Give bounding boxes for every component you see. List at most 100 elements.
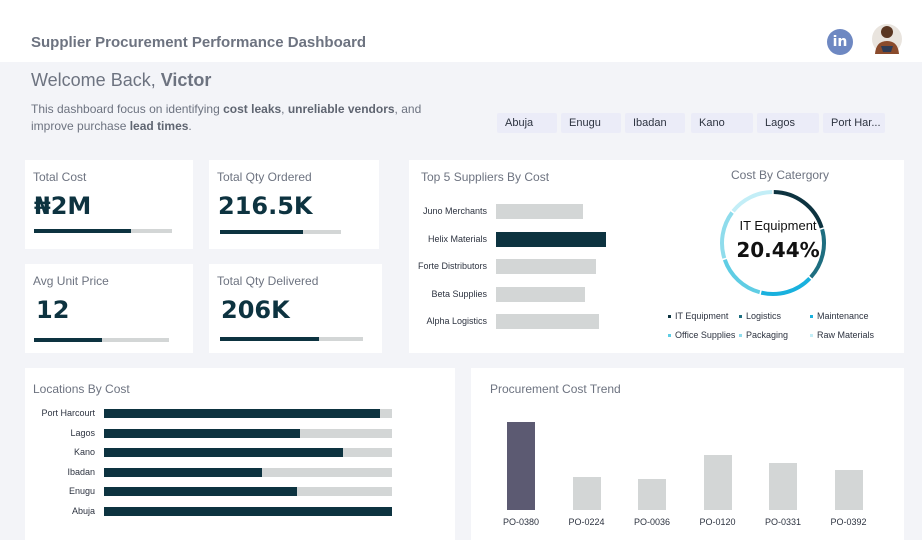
location-label-ibadan: Ibadan <box>67 466 95 477</box>
slicer-ibadan[interactable]: Ibadan <box>625 113 685 133</box>
welcome-message: Welcome Back, Victor <box>31 70 211 91</box>
legend-label: Maintenance <box>817 311 869 321</box>
intro-part: . <box>188 119 192 133</box>
trend-panel <box>471 368 904 540</box>
kpi-label: Total Qty Delivered <box>217 274 319 288</box>
trend-bar-po-0224 <box>572 477 601 510</box>
kpi-value: 216.5K <box>218 192 313 220</box>
legend-swatch <box>668 334 671 338</box>
trend-label-po-0380: PO-0380 <box>502 517 540 527</box>
legend-label: Office Supplies <box>675 330 736 340</box>
legend-label: IT Equipment <box>675 311 729 321</box>
slicer-port-harcourt[interactable]: Port Har... <box>823 113 885 133</box>
location-label-kano: Kano <box>73 447 95 457</box>
legend-item-it-equipment: IT Equipment <box>668 311 728 321</box>
dashboard-title: Supplier Procurement Performance Dashboa… <box>31 34 367 51</box>
kpi-value: 12 <box>36 296 70 324</box>
location-label-enugu: Enugu <box>68 486 95 496</box>
intro-part: This dashboard focus on identifying <box>31 102 224 116</box>
supplier-label-juno-merchants: Juno Merchants <box>422 206 487 216</box>
trend-chart-title: Procurement Cost Trend <box>490 382 621 396</box>
trend-bar-po-0120 <box>703 455 732 510</box>
trend-bar-po-0331 <box>769 463 797 510</box>
intro-bold: lead times <box>129 119 189 133</box>
linkedin-icon[interactable]: in <box>827 29 853 55</box>
supplier-bar-beta-supplies <box>496 286 586 302</box>
location-bar-enugu <box>104 487 297 496</box>
intro-text: This dashboard focus on identifying cost… <box>31 101 451 135</box>
donut-slice-maintenance <box>760 276 812 296</box>
slicer-kano[interactable]: Kano <box>691 113 753 133</box>
kpi-value: ₦2M <box>34 192 92 220</box>
suppliers-chart-title: Top 5 Suppliers By Cost <box>421 170 550 184</box>
trend-label-po-0120: PO-0120 <box>699 517 736 527</box>
legend-item-maintenance: Maintenance <box>810 311 869 321</box>
legend-label: Packaging <box>746 330 789 340</box>
slicer-lagos[interactable]: Lagos <box>757 113 819 133</box>
supplier-bar-juno-merchants <box>496 204 583 219</box>
location-bar-port-harcourt <box>104 409 381 418</box>
kpi-value: 206K <box>221 296 290 324</box>
donut-slice-it-equipment <box>773 190 824 229</box>
kpi-progress-fill <box>34 338 102 342</box>
kpi-label: Avg Unit Price <box>33 274 109 288</box>
location-bar-kano <box>104 448 344 457</box>
legend-swatch <box>810 334 813 338</box>
intro-part: , and improve purchase <box>31 102 422 133</box>
user-name: Victor <box>160 70 212 90</box>
donut-slice-logistics <box>809 228 826 279</box>
donut-center-value: 20.44% <box>736 238 820 262</box>
trend-label-po-0224: PO-0224 <box>568 517 605 527</box>
supplier-bar-alpha-logistics <box>496 314 600 329</box>
trend-label-po-0392: PO-0392 <box>830 517 867 527</box>
legend-item-packaging: Packaging <box>739 330 788 340</box>
kpi-progress-track <box>220 337 363 341</box>
intro-bold: unreliable vendors <box>287 102 395 116</box>
donut-slice-raw-materials <box>731 190 773 213</box>
supplier-label-forte-distributors: Forte Distributors <box>417 261 487 271</box>
kpi-label: Total Cost <box>33 170 87 184</box>
legend-swatch <box>739 315 742 319</box>
donut-slice-packaging <box>720 211 734 259</box>
supplier-label-helix-materials: Helix Materials <box>427 233 487 244</box>
kpi-progress-track <box>220 230 341 234</box>
header-bar <box>0 0 922 62</box>
trend-bar-po-0392 <box>834 469 863 510</box>
kpi-progress-track <box>34 229 172 233</box>
avatar-head <box>881 26 893 38</box>
legend-item-logistics: Logistics <box>739 311 781 321</box>
location-label-abuja: Abuja <box>71 505 95 516</box>
slicer-enugu[interactable]: Enugu <box>561 113 621 133</box>
kpi-label: Total Qty Ordered <box>217 170 312 184</box>
donut-center-label: IT Equipment <box>739 218 817 233</box>
location-bar-lagos <box>104 428 300 438</box>
supplier-bar-helix-materials <box>496 231 606 247</box>
kpi-card-total-qty-delivered: Total Qty Delivered 206K <box>209 264 382 353</box>
category-donut-chart <box>720 190 826 296</box>
kpi-card-total-qty-ordered: Total Qty Ordered 216.5K <box>209 160 379 249</box>
location-bar-ibadan <box>104 467 263 477</box>
supplier-label-beta-supplies: Beta Supplies <box>431 288 487 299</box>
legend-label: Raw Materials <box>817 330 875 340</box>
trend-label-po-0036: PO-0036 <box>633 517 671 527</box>
slicer-abuja[interactable]: Abuja <box>497 113 557 133</box>
kpi-progress-fill <box>220 230 304 234</box>
intro-part: , <box>281 102 288 116</box>
kpi-progress-fill <box>34 229 131 233</box>
donut-slice-office-supplies <box>722 258 761 295</box>
legend-label: Logistics <box>746 311 782 321</box>
avatar[interactable] <box>872 22 902 56</box>
avatar-shirt <box>881 46 893 52</box>
supplier-bar-forte-distributors <box>496 259 597 274</box>
legend-swatch <box>739 334 742 338</box>
kpi-card-avg-unit-price: Avg Unit Price 12 <box>25 264 193 353</box>
location-label-lagos: Lagos <box>70 427 95 438</box>
legend-item-office-supplies: Office Supplies <box>668 330 735 340</box>
trend-bar-po-0380 <box>507 422 535 510</box>
category-chart-title: Cost By Catergory <box>731 168 830 182</box>
location-label-port-harcourt: Port Harcourt <box>41 408 95 418</box>
legend-item-raw-materials: Raw Materials <box>810 330 874 340</box>
location-bar-abuja <box>104 506 392 516</box>
legend-swatch <box>668 315 671 319</box>
kpi-progress-track <box>34 338 169 342</box>
